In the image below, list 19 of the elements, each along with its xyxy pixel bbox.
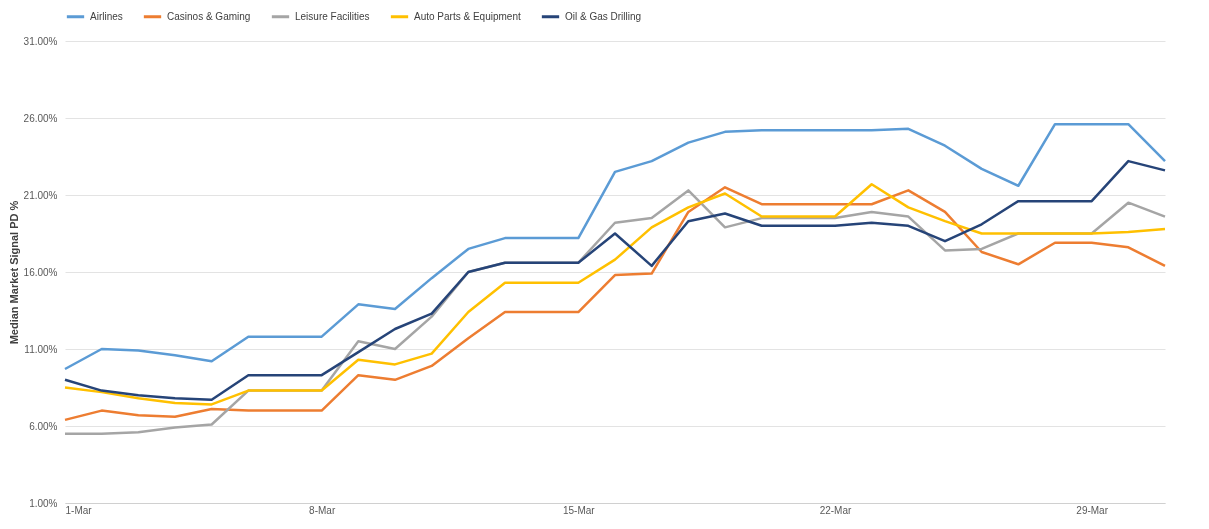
x-tick-label: 1-Mar — [65, 504, 93, 516]
y-tick-label: 6.00% — [29, 420, 58, 432]
y-tick-label: 16.00% — [23, 266, 58, 278]
legend-label: Leisure Facilities — [295, 10, 370, 22]
line-series — [63, 122, 1167, 371]
y-tick-label: 11.00% — [24, 343, 58, 355]
legend-label: Auto Parts & Equipment — [414, 10, 521, 22]
x-tick-label: 8-Mar — [309, 504, 336, 516]
y-tick-label: 26.00% — [23, 112, 58, 124]
x-tick-label: 29-Mar — [1076, 504, 1109, 516]
y-tick-label: 1.00% — [29, 497, 58, 509]
legend-label: Oil & Gas Drilling — [565, 10, 642, 22]
legend-label: Airlines — [90, 10, 123, 22]
x-tick-label: 15-Mar — [562, 504, 596, 516]
legend-label: Casinos & Gaming — [167, 10, 251, 22]
y-axis-title: Median Market Signal PD % — [7, 200, 20, 345]
x-tick-label: 22-Mar — [819, 504, 852, 516]
y-tick-label: 21.00% — [23, 189, 58, 201]
y-tick-label: 31.00% — [23, 35, 58, 47]
